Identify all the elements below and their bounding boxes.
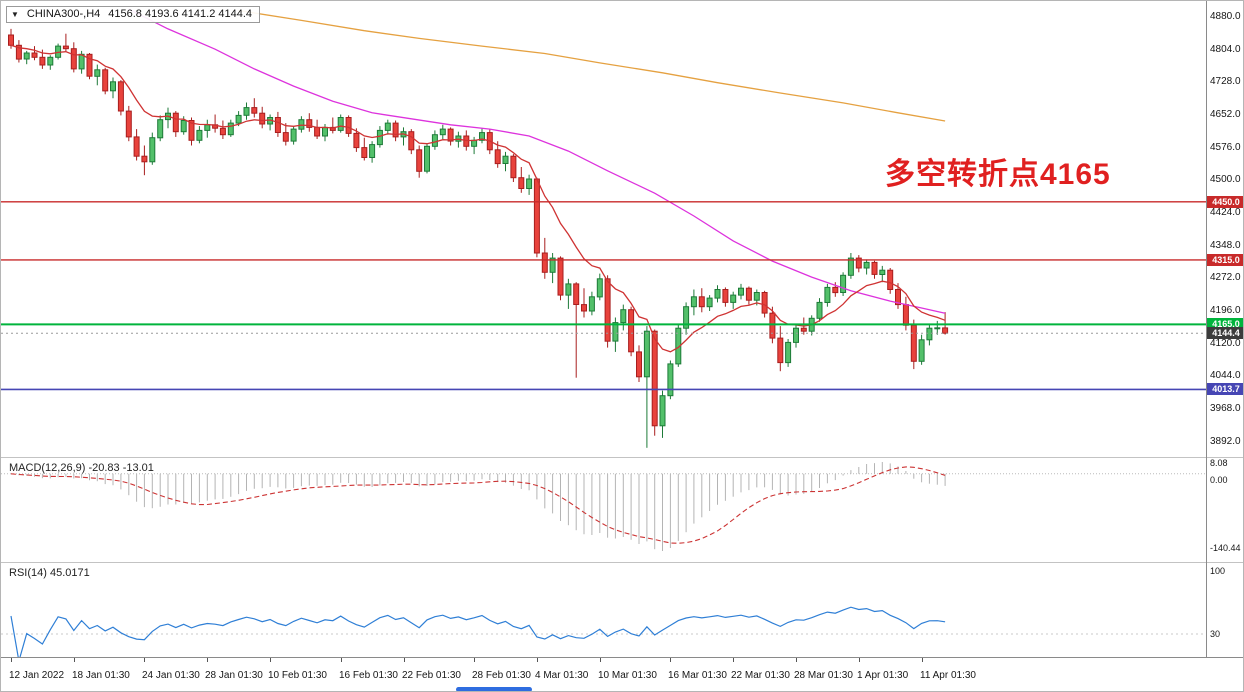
time-axis-label: 28 Feb 01:30 bbox=[472, 670, 531, 681]
price-axis-label: 4196.0 bbox=[1210, 305, 1241, 316]
time-axis-tick bbox=[733, 658, 734, 662]
price-axis-label: 4348.0 bbox=[1210, 240, 1241, 251]
price-axis-label: 3968.0 bbox=[1210, 403, 1241, 414]
macd-axis-min-label: -140.44 bbox=[1210, 543, 1241, 553]
time-axis-tick bbox=[341, 658, 342, 662]
time-axis-tick bbox=[144, 658, 145, 662]
price-axis-label: 3892.0 bbox=[1210, 436, 1241, 447]
macd-rsi-panel-separator[interactable] bbox=[1, 562, 1243, 563]
time-axis-tick bbox=[600, 658, 601, 662]
time-axis-tick bbox=[74, 658, 75, 662]
price-axis-label: 4652.0 bbox=[1210, 109, 1241, 120]
price-level-tag: 4315.0 bbox=[1207, 254, 1243, 266]
price-axis-label: 4424.0 bbox=[1210, 207, 1241, 218]
time-axis-label: 22 Feb 01:30 bbox=[402, 670, 461, 681]
price-axis-label: 4728.0 bbox=[1210, 76, 1241, 87]
time-axis-label: 10 Mar 01:30 bbox=[598, 670, 657, 681]
time-axis-label: 16 Feb 01:30 bbox=[339, 670, 398, 681]
symbol-dropdown-icon[interactable]: ▼ bbox=[11, 9, 19, 19]
ohlc-values: 4156.8 4193.6 4141.2 4144.4 bbox=[108, 8, 253, 20]
time-axis-line bbox=[1, 657, 1243, 658]
time-axis-label: 28 Jan 01:30 bbox=[205, 670, 263, 681]
price-axis-label: 4804.0 bbox=[1210, 44, 1241, 55]
time-axis-label: 24 Jan 01:30 bbox=[142, 670, 200, 681]
price-axis-label: 4044.0 bbox=[1210, 370, 1241, 381]
time-axis-label: 10 Feb 01:30 bbox=[268, 670, 327, 681]
time-axis-tick bbox=[11, 658, 12, 662]
time-axis-tick bbox=[474, 658, 475, 662]
time-axis-label: 18 Jan 01:30 bbox=[72, 670, 130, 681]
rsi-axis-top-label: 100 bbox=[1210, 566, 1226, 576]
time-axis-tick bbox=[270, 658, 271, 662]
rsi-axis-level-label: 30 bbox=[1210, 629, 1221, 639]
horizontal-scrollbar-thumb[interactable] bbox=[456, 687, 532, 691]
macd-indicator-label: MACD(12,26,9) -20.83 -13.01 bbox=[9, 462, 154, 474]
time-axis-label: 22 Mar 01:30 bbox=[731, 670, 790, 681]
time-axis-label: 11 Apr 01:30 bbox=[920, 670, 976, 681]
time-axis-tick bbox=[922, 658, 923, 662]
price-level-tag: 4450.0 bbox=[1207, 196, 1243, 208]
annotation-text: 多空转折点4165 bbox=[885, 158, 1111, 191]
price-axis-label: 4120.0 bbox=[1210, 338, 1241, 349]
time-axis-tick bbox=[859, 658, 860, 662]
price-axis-line bbox=[1206, 1, 1207, 657]
candlestick-chart[interactable] bbox=[1, 1, 1206, 457]
time-axis-label: 12 Jan 2022 bbox=[9, 670, 65, 681]
rsi-indicator-chart[interactable] bbox=[1, 563, 1206, 662]
time-axis-tick bbox=[537, 658, 538, 662]
price-axis-label: 4500.0 bbox=[1210, 174, 1241, 185]
price-axis-label: 4576.0 bbox=[1210, 142, 1241, 153]
price-level-tag: 4013.7 bbox=[1207, 383, 1243, 395]
price-axis-label: 4880.0 bbox=[1210, 11, 1241, 22]
time-axis-label: 4 Mar 01:30 bbox=[535, 670, 589, 681]
time-axis-label: 1 Apr 01:30 bbox=[857, 670, 909, 681]
symbol-period-label: CHINA300-,H4 bbox=[26, 8, 101, 20]
time-axis-label: 28 Mar 01:30 bbox=[794, 670, 853, 681]
time-axis-label: 16 Mar 01:30 bbox=[668, 670, 727, 681]
macd-axis-zero-label: 0.00 bbox=[1210, 475, 1228, 485]
symbol-title-box[interactable]: ▼ CHINA300-,H4 4156.8 4193.6 4141.2 4144… bbox=[6, 6, 261, 23]
rsi-indicator-label: RSI(14) 45.0171 bbox=[9, 567, 90, 579]
macd-axis-max-label: 8.08 bbox=[1210, 458, 1228, 468]
time-axis-tick bbox=[404, 658, 405, 662]
time-axis-tick bbox=[670, 658, 671, 662]
time-axis-tick bbox=[207, 658, 208, 662]
main-macd-panel-separator[interactable] bbox=[1, 457, 1243, 458]
time-axis-tick bbox=[796, 658, 797, 662]
macd-indicator-chart[interactable] bbox=[1, 458, 1206, 561]
current-price-tag: 4144.4 bbox=[1207, 327, 1243, 339]
price-axis-label: 4272.0 bbox=[1210, 272, 1241, 283]
